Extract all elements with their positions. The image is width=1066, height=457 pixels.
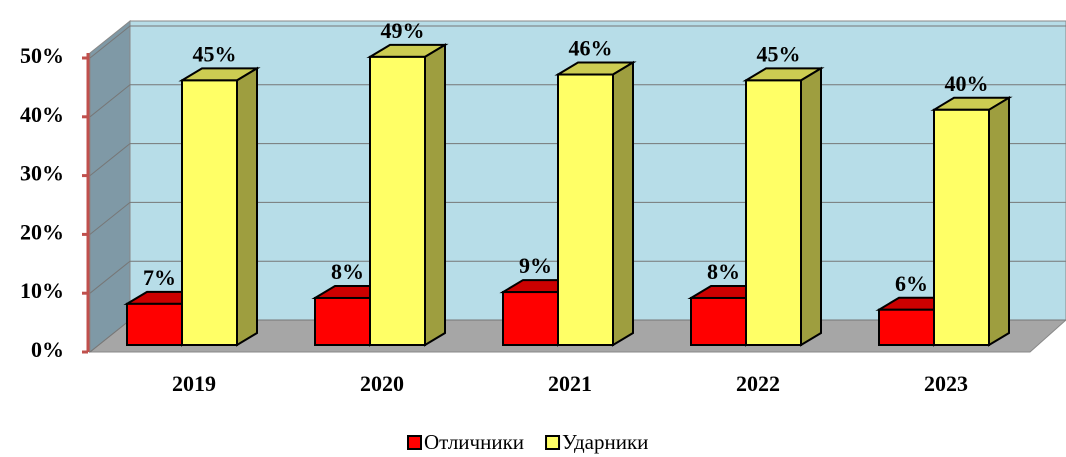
data-label: 8% [331,259,364,284]
data-label: 7% [143,265,176,290]
bar-side [424,43,446,347]
legend-swatch [407,435,422,450]
bar-front [369,55,426,346]
grid-line [89,25,1066,59]
legend-label: Ударники [562,430,648,454]
data-label: 40% [945,71,989,96]
bar-side [612,60,634,347]
data-label: 45% [193,41,237,66]
data-label: 49% [381,18,425,43]
legend-swatch [545,435,561,450]
y-tick-label: 30% [20,161,64,186]
x-tick-label: 2023 [924,371,968,396]
data-label: 9% [519,253,552,278]
y-tick-label: 10% [20,278,64,303]
y-tick-label: 50% [20,43,64,68]
y-tick-label: 0% [31,337,64,362]
bar-front [181,79,238,347]
y-tick-label: 40% [20,102,64,127]
bar-front [314,296,371,346]
bar-front [933,108,990,346]
bar [930,96,1013,347]
data-label: 45% [757,41,801,66]
bar-side [800,66,822,347]
x-tick-label: 2021 [548,371,592,396]
data-label: 8% [707,259,740,284]
x-tick-label: 2022 [736,371,780,396]
bar-front [126,302,183,346]
bar [366,43,449,347]
data-label: 46% [569,36,613,61]
x-tick-label: 2019 [172,371,216,396]
bar-side [236,66,258,347]
x-tick-label: 2020 [360,371,404,396]
data-label: 6% [895,271,928,296]
bar [178,66,261,347]
y-tick-label: 20% [20,219,64,244]
legend-label: Отличники [424,430,524,454]
bar-front [745,79,802,347]
bar-front [502,291,559,346]
side-wall [89,19,131,354]
bar-side [988,96,1010,347]
bar [554,60,637,347]
bar-front [878,308,935,346]
bar-front [557,73,614,347]
bar [742,66,825,347]
bar-front [690,296,747,346]
